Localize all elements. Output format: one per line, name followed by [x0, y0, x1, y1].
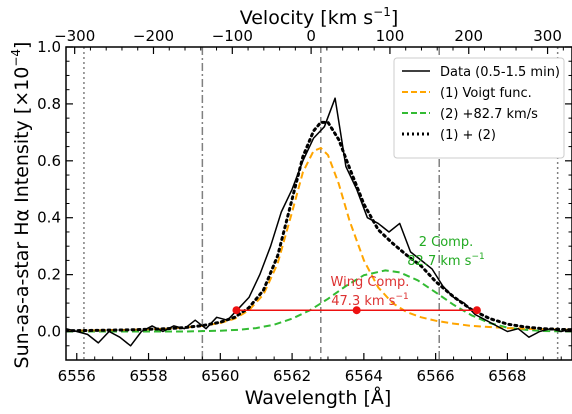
- top-axis-label: Velocity [km s−1]: [240, 5, 399, 29]
- axis-ticks: [66, 46, 572, 360]
- y-axis-label: Sun-as-a-star Hα Intensity [×10−4]: [9, 42, 33, 369]
- top-tick-label-0: −300: [54, 27, 95, 45]
- y-tick-label-4: 0.8: [37, 95, 61, 113]
- axis-labels: 6556 6558 6560 6562 6564 6566 6568 0.0 0.2 0.4 0.6…: [37, 27, 562, 385]
- annotation-two-comp: 2 Comp. 82.7 km s−1: [407, 235, 484, 269]
- x-tick-label-4: 6564: [345, 367, 383, 385]
- wing-marker-1: [352, 306, 361, 315]
- x-tick-label-1: 6558: [129, 367, 167, 385]
- y-tick-label-0: 0.0: [37, 323, 61, 341]
- y-tick-label-3: 0.6: [37, 152, 61, 170]
- top-axis-label-main: Velocity [km s: [240, 7, 373, 29]
- series-line-1: [66, 147, 572, 332]
- plot-content: [66, 47, 572, 360]
- y-tick-label-5: 1.0: [37, 38, 61, 56]
- top-tick-label-4: 100: [376, 27, 405, 45]
- wing-marker-0: [232, 306, 241, 315]
- legend-label-data: Data (0.5-1.5 min): [440, 65, 560, 80]
- top-tick-label-3: 0: [306, 27, 316, 45]
- annotation-two-comp-line-1: 2 Comp.: [419, 235, 473, 250]
- x-axis-label: Wavelength [Å]: [245, 386, 392, 409]
- annotation-wing-line-2: 47.3 km s−1: [331, 292, 408, 309]
- annotation-two-comp-line-2: 82.7 km s−1: [407, 252, 484, 269]
- y-axis-label-main: Sun-as-a-star Hα Intensity [×10: [11, 67, 33, 369]
- plot-area: [66, 47, 572, 360]
- top-tick-label-5: 200: [454, 27, 483, 45]
- annotation-two-comp-speed: 82.7 km s: [407, 254, 471, 269]
- y-tick-label-2: 0.4: [37, 209, 61, 227]
- legend-label-second: (2) +82.7 km/s: [440, 107, 538, 122]
- annotation-wing-speed: 47.3 km s: [331, 294, 395, 309]
- x-tick-label-3: 6562: [273, 367, 311, 385]
- legend-box: [393, 57, 565, 159]
- x-tick-label-6: 6568: [488, 367, 526, 385]
- top-tick-label-1: −200: [133, 27, 174, 45]
- annotation-wing: Wing Comp. 47.3 km s−1: [331, 275, 410, 309]
- top-axis-label-close: ]: [391, 7, 398, 29]
- annotation-wing-line-1: Wing Comp.: [331, 275, 410, 290]
- series-line-2: [66, 269, 572, 333]
- x-tick-label-5: 6566: [417, 367, 455, 385]
- y-axis-label-close: ]: [11, 42, 33, 49]
- y-tick-label-1: 0.2: [37, 266, 61, 284]
- y-axis-label-exponent: −4: [9, 49, 23, 67]
- top-tick-label-6: 300: [533, 27, 562, 45]
- top-axis-label-exponent: −1: [373, 5, 391, 19]
- annotation-two-comp-exponent: −1: [471, 252, 484, 262]
- series-line-0: [66, 97, 572, 347]
- wing-marker-2: [472, 306, 481, 315]
- legend: Data (0.5-1.5 min) (1) Voigt func. (2) +…: [393, 57, 565, 159]
- legend-label-sum: (1) + (2): [440, 128, 496, 143]
- x-tick-label-2: 6560: [201, 367, 239, 385]
- x-tick-label-0: 6556: [58, 367, 96, 385]
- legend-label-voigt: (1) Voigt func.: [440, 86, 532, 101]
- top-tick-label-2: −100: [212, 27, 253, 45]
- annotation-wing-exponent: −1: [395, 292, 408, 302]
